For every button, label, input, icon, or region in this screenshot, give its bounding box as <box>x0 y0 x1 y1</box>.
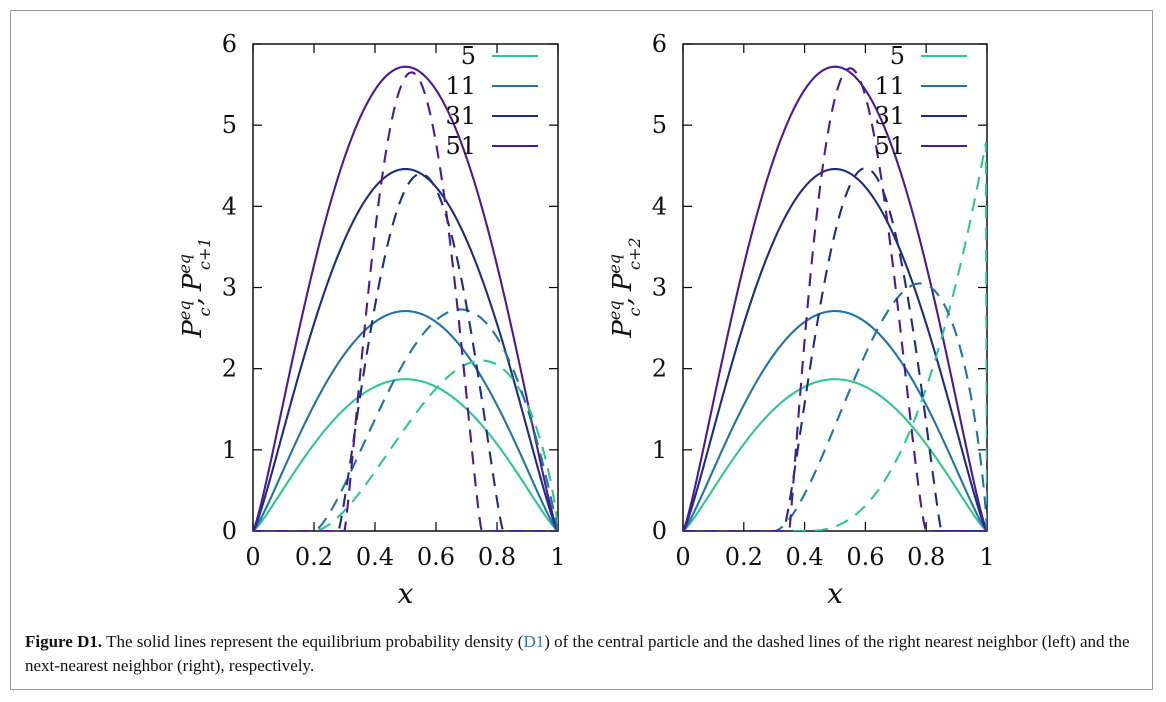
legend-label-5: 5 <box>461 42 476 70</box>
axes-frame <box>682 43 988 532</box>
y-tick-label: 3 <box>222 274 237 302</box>
legend-label-51: 51 <box>445 132 476 160</box>
series-line-11-dashed <box>683 282 987 531</box>
legend-label-51: 51 <box>874 132 905 160</box>
legend-label-11: 11 <box>874 72 905 100</box>
caption-label: Figure D1. <box>25 632 103 651</box>
x-axis-title: x <box>827 577 843 610</box>
caption-text-after: ) of the central particle and the dashed… <box>25 632 1130 675</box>
series-line-11-dashed <box>253 308 558 531</box>
figure-caption: Figure D1. The solid lines represent the… <box>25 630 1145 678</box>
series-line-51-dashed <box>683 67 987 531</box>
figure-box: 0 0.2 0.4 0.6 0.8 1 0 1 2 3 4 5 6 x Peqc,Peqc+1 5 11 31 51… <box>10 10 1153 690</box>
legend-label-5: 5 <box>890 42 905 70</box>
x-tick-label: 0.8 <box>478 543 516 571</box>
x-tick-label: 0 <box>245 543 260 571</box>
y-tick-label: 0 <box>222 517 237 545</box>
series-line-5-solid <box>683 378 987 531</box>
y-tick-label: 4 <box>652 192 667 220</box>
x-tick-label: 0.4 <box>786 543 824 571</box>
plot-area <box>253 65 558 531</box>
y-tick-label: 0 <box>652 517 667 545</box>
y-tick-label: 2 <box>652 355 667 383</box>
x-tick-label: 0.2 <box>725 543 763 571</box>
y-tick-label: 5 <box>652 111 667 139</box>
y-tick-label: 5 <box>222 111 237 139</box>
y-tick-label: 6 <box>652 30 667 58</box>
plot-area <box>683 65 987 531</box>
series-line-5-solid <box>253 378 558 531</box>
x-tick-label: 0.4 <box>356 543 394 571</box>
y-tick-label: 1 <box>652 436 667 464</box>
series-line-51-dashed <box>253 71 558 531</box>
y-tick-label: 6 <box>222 30 237 58</box>
axes-frame <box>252 43 559 532</box>
y-tick-label: 4 <box>222 192 237 220</box>
series-line-31-dashed <box>253 172 558 531</box>
series-line-5-dashed <box>683 141 987 531</box>
caption-text-before: The solid lines represent the equilibriu… <box>102 632 524 651</box>
x-tick-label: 1 <box>979 543 994 571</box>
series-line-31-solid <box>683 167 987 531</box>
y-tick-label: 3 <box>652 274 667 302</box>
y-axis-title: Peqc,Peqc+2 <box>605 237 644 338</box>
caption-equation-ref[interactable]: D1 <box>523 632 545 651</box>
y-axis-title: Peqc,Peqc+1 <box>175 237 214 338</box>
y-tick-label: 1 <box>222 436 237 464</box>
legend-label-31: 31 <box>445 102 476 130</box>
figure-plots: 0 0.2 0.4 0.6 0.8 10123456xPeqc,Peqc+15113151… <box>175 30 995 610</box>
x-tick-label: 0.2 <box>295 543 333 571</box>
legend-label-31: 31 <box>874 102 905 130</box>
series-line-11-solid <box>683 309 987 531</box>
series-line-51-solid <box>683 65 987 531</box>
series-line-11-solid <box>253 309 558 531</box>
series-line-31-dashed <box>683 167 987 531</box>
legend-label-11: 11 <box>445 72 476 100</box>
x-tick-label: 0.8 <box>907 543 945 571</box>
series-line-51-solid <box>253 65 558 531</box>
x-tick-label: 0.6 <box>846 543 884 571</box>
x-tick-label: 1 <box>550 543 565 571</box>
x-tick-label: 0.6 <box>417 543 455 571</box>
y-tick-label: 2 <box>222 355 237 383</box>
x-axis-title: x <box>398 577 414 610</box>
series-line-31-solid <box>253 167 558 531</box>
series-line-5-dashed <box>253 359 558 531</box>
x-tick-label: 0 <box>675 543 690 571</box>
